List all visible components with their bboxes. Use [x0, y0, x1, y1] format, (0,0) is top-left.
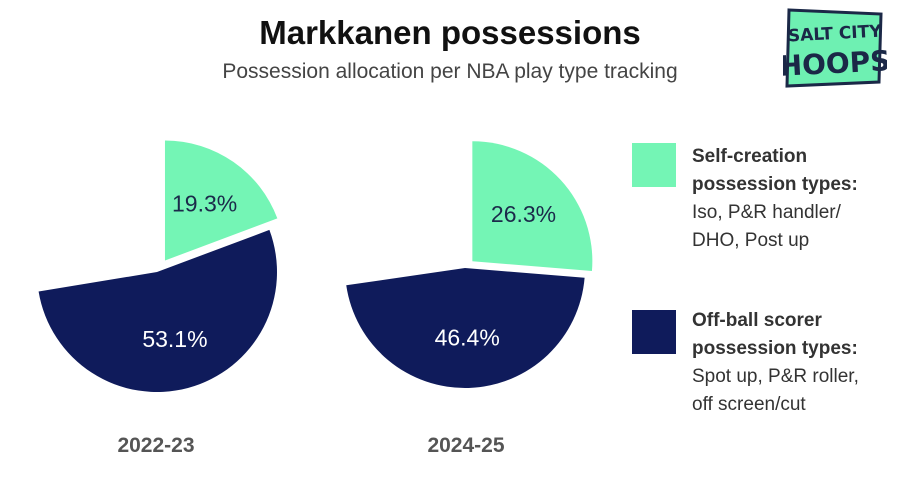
legend-off-ball-desc: Spot up, P&R roller,	[692, 366, 859, 387]
pie-label-self-creation-2024-25: 26.3%	[491, 201, 556, 227]
pie-slice-off-ball-2024-25	[346, 268, 585, 389]
legend-swatch-off-ball	[632, 310, 676, 354]
pie-slice-off-ball-2022-23	[38, 229, 277, 392]
legend-self-creation-desc-2: DHO, Post up	[692, 230, 810, 251]
chart-subtitle: Possession allocation per NBA play type …	[222, 60, 678, 83]
legend-swatch-self-creation	[632, 143, 676, 187]
legend-self-creation-title-2: possession types:	[692, 174, 858, 195]
salt-city-hoops-logo: SALT CITY HOOPS	[783, 8, 887, 88]
legend-off-ball-desc-2: off screen/cut	[692, 394, 806, 415]
legend-entry-self-creation: Self-creation possession types: Iso, P&R…	[692, 143, 858, 255]
legend-self-creation-title: Self-creation	[692, 146, 808, 167]
legend-off-ball-title-2: possession types:	[692, 338, 858, 359]
pie-slice-self-creation-2024-25	[472, 141, 593, 272]
year-label-2024-25: 2024-25	[427, 434, 505, 457]
pie-label-off-ball-2022-23: 53.1%	[142, 326, 207, 352]
pie-label-self-creation-2022-23: 19.3%	[172, 190, 237, 216]
pie-label-off-ball-2024-25: 46.4%	[435, 325, 500, 351]
legend-entry-off-ball: Off-ball scorer possession types: Spot u…	[692, 307, 859, 419]
year-label-2022-23: 2022-23	[117, 434, 195, 457]
pie-slice-self-creation-2022-23	[164, 140, 278, 261]
svg-text:HOOPS: HOOPS	[783, 44, 887, 83]
legend-self-creation-desc: Iso, P&R handler/	[692, 202, 841, 223]
legend-off-ball-title: Off-ball scorer	[692, 310, 822, 331]
chart-title: Markkanen possessions	[259, 14, 641, 51]
svg-text:SALT CITY: SALT CITY	[787, 22, 882, 47]
